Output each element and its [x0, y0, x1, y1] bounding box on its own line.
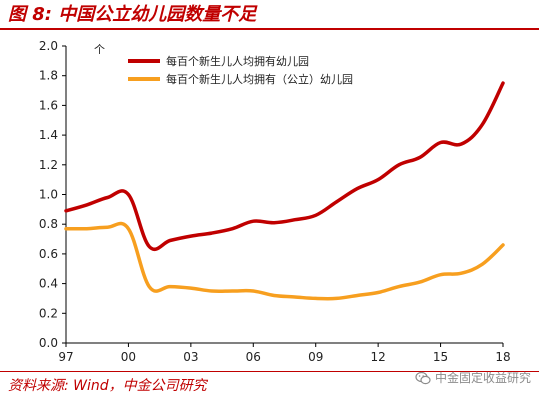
- y-axis: 0.0 0.2 0.4 0.6 0.8 1.0 1.2 1.4 1.6 1.8 2.0: [39, 39, 67, 350]
- y-tick-label: 0.2: [39, 306, 58, 320]
- line-chart: 0.0 0.2 0.4 0.6 0.8 1.0 1.2 1.4 1.6 1.8 2.0 97 00 03…: [39, 39, 511, 364]
- watermark: 中金固定收益研究: [415, 367, 531, 389]
- title-divider: [0, 28, 539, 30]
- y-tick-label: 0.6: [39, 247, 58, 261]
- watermark-text: 中金固定收益研究: [434, 371, 531, 385]
- series-lines: [64, 81, 505, 301]
- y-tick-label: 0.4: [39, 277, 58, 291]
- page-title: 图 8: 中国公立幼儿园数量不足: [8, 4, 257, 25]
- y-tick-label: 1.2: [39, 158, 58, 172]
- chart-legend: 每百个新生儿人均拥有幼儿园 每百个新生儿人均拥有（公立）幼儿园: [128, 54, 353, 86]
- y-tick-label: 1.0: [39, 188, 58, 202]
- y-tick-label: 1.8: [39, 69, 58, 83]
- series-line-2: [64, 221, 505, 301]
- y-tick-label: 0.8: [39, 217, 58, 231]
- x-tick-label: 97: [58, 350, 73, 364]
- x-tick-label: 15: [433, 350, 448, 364]
- y-axis-unit-label: 个: [94, 43, 105, 56]
- y-tick-label: 1.4: [39, 128, 58, 142]
- x-axis: 97 00 03 06 09 12 15 18: [58, 342, 511, 364]
- x-tick-label: 09: [308, 350, 323, 364]
- x-tick-label: 12: [371, 350, 386, 364]
- x-tick-label: 00: [121, 350, 136, 364]
- series-line-1: [64, 81, 505, 252]
- footer-divider: [0, 371, 539, 372]
- x-tick-label: 03: [183, 350, 198, 364]
- y-tick-label: 0.0: [39, 336, 58, 350]
- legend-label-series-2: 每百个新生儿人均拥有（公立）幼儿园: [166, 72, 353, 86]
- y-tick-label: 2.0: [39, 39, 58, 53]
- y-tick-label: 1.6: [39, 98, 58, 112]
- x-tick-label: 06: [246, 350, 261, 364]
- wechat-icon: [415, 371, 431, 385]
- x-tick-label: 18: [495, 350, 510, 364]
- source-note: 资料来源: Wind，中金公司研究: [8, 378, 207, 394]
- legend-label-series-1: 每百个新生儿人均拥有幼儿园: [166, 54, 309, 68]
